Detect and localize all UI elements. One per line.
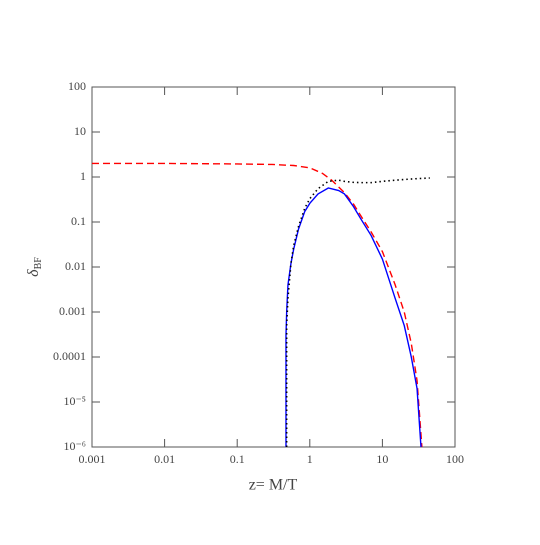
y-axis-symbol: δ [25,269,42,277]
y-tick-label: 10⁻⁵ [63,394,86,408]
y-tick-label: 0.1 [71,214,86,228]
series-line [92,162,423,448]
y-tick-label: 100 [68,79,86,93]
y-tick-label: 10⁻⁶ [63,439,86,453]
y-axis-subscript: BF [33,257,44,270]
y-tick-label: 10 [74,124,86,138]
y-tick-label: 0.01 [65,259,86,273]
y-axis-label: δBF [25,257,45,277]
y-tick-label: 1 [80,169,86,183]
plot-frame [91,86,456,448]
x-tick-label: 1 [307,452,313,466]
x-tick-label: 10 [376,452,388,466]
series-line [285,177,430,447]
x-tick-label: 0.01 [154,452,175,466]
x-tick-label: 100 [446,452,464,466]
y-tick-label: 0.001 [59,304,86,318]
y-tick-label: 0.0001 [53,349,86,363]
x-axis-label: z= M/T [249,477,298,494]
series-line [285,187,422,448]
x-tick-label: 0.1 [230,452,245,466]
x-tick-label: 0.001 [79,452,106,466]
